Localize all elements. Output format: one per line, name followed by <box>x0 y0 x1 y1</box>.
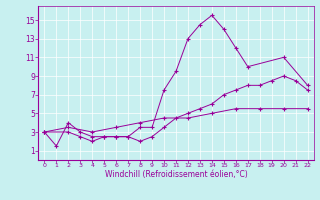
X-axis label: Windchill (Refroidissement éolien,°C): Windchill (Refroidissement éolien,°C) <box>105 170 247 179</box>
